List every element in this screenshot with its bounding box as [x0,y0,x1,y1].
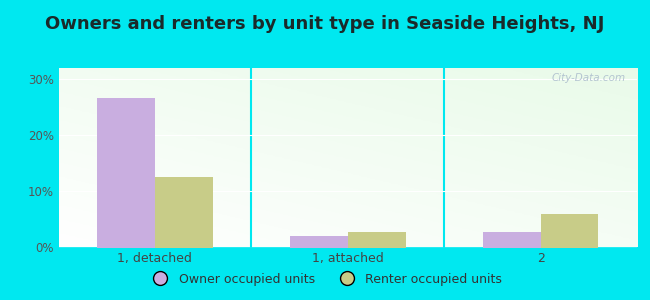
Bar [290,236,348,247]
Text: Owners and renters by unit type in Seaside Heights, NJ: Owners and renters by unit type in Seasi… [46,15,605,33]
Bar [541,214,599,248]
Bar [97,98,155,248]
Bar [348,232,406,247]
Bar [155,177,213,247]
Text: City-Data.com: City-Data.com [551,73,625,83]
Bar [483,232,541,247]
Legend: Owner occupied units, Renter occupied units: Owner occupied units, Renter occupied un… [143,268,507,291]
